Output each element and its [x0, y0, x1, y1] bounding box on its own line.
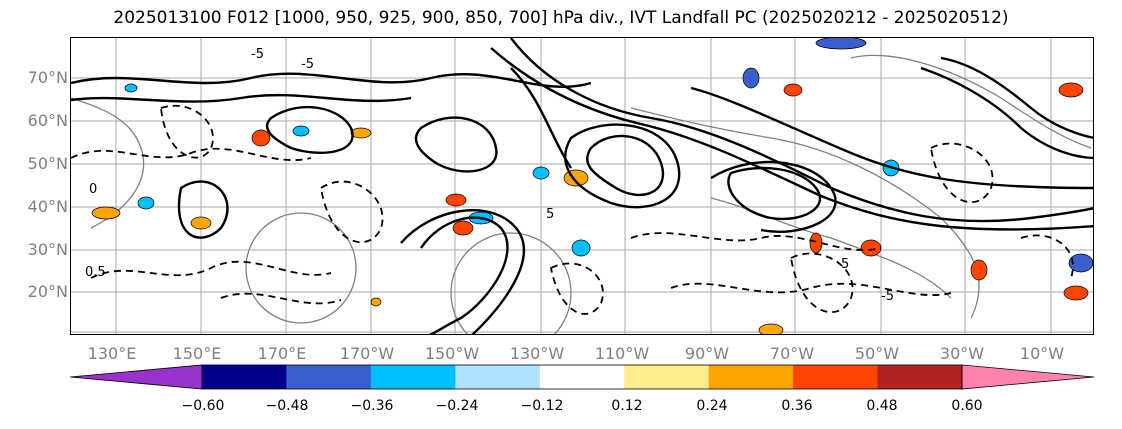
- lon-label: 30°W: [939, 344, 985, 363]
- lon-label: 150°E: [172, 344, 222, 363]
- colorbar-segment: [370, 365, 456, 389]
- lat-label-70n: 70°N: [27, 68, 68, 87]
- colorbar-tick-label: −0.12: [520, 398, 564, 414]
- lon-label: 90°W: [684, 344, 730, 363]
- colorbar-segment: [455, 365, 541, 389]
- contour-label: -5: [251, 47, 264, 62]
- contour-label: 0: [89, 182, 97, 197]
- colorbar-segment: [793, 365, 879, 389]
- colorbar-tick-label: 0.48: [866, 398, 898, 414]
- lon-label: 130°E: [87, 344, 137, 363]
- lon-label: 170°W: [339, 344, 395, 363]
- colorbar-segment: [877, 365, 963, 389]
- lon-label: 50°W: [854, 344, 900, 363]
- contour-labels: -5 0 5 -5 0.5 -5 5: [85, 47, 894, 304]
- colorbar-tick-label: −0.36: [350, 398, 394, 414]
- divergence-contours-dashed: [71, 105, 1074, 315]
- colorbar-segment: [539, 365, 625, 389]
- colorbar-tick-label: 0.12: [611, 398, 643, 414]
- map-canvas: -5 0 5 -5 0.5 -5 5: [71, 38, 1093, 334]
- colorbar-tick-label: 0.60: [951, 398, 983, 414]
- colorbar-outline: [201, 364, 963, 390]
- lat-label-20n: 20°N: [27, 282, 68, 301]
- colorbar-tick-label: −0.48: [265, 398, 309, 414]
- lon-label: 110°W: [594, 344, 650, 363]
- divergence-contours-solid: [71, 38, 1093, 334]
- lat-label-40n: 40°N: [27, 197, 68, 216]
- colorbar-tick-label: −0.60: [181, 398, 225, 414]
- lon-label: 170°E: [257, 344, 307, 363]
- colorbar-segment: [286, 365, 372, 389]
- graticule: [71, 38, 1093, 334]
- colorbar-segment: [202, 365, 287, 389]
- lon-label: 10°W: [1019, 344, 1065, 363]
- map-title: 2025013100 F012 [1000, 950, 925, 900, 85…: [113, 8, 1009, 28]
- divergence-shading: [91, 38, 1093, 334]
- lon-label: 130°W: [509, 344, 565, 363]
- contour-label: 5: [546, 207, 554, 222]
- lat-label-50n: 50°N: [27, 154, 68, 173]
- contour-label: -5: [301, 57, 314, 72]
- colorbar-tick-label: −0.24: [435, 398, 479, 414]
- colorbar-tick-label: 0.24: [696, 398, 728, 414]
- colorbar-tick-label: 0.36: [781, 398, 813, 414]
- contour-label: -5: [881, 289, 894, 304]
- contour-label: 5: [841, 257, 849, 272]
- lat-label-30n: 30°N: [27, 240, 68, 259]
- contour-label: 0.5: [85, 265, 106, 280]
- colorbar: [70, 364, 1094, 390]
- lat-label-60n: 60°N: [27, 111, 68, 130]
- colorbar-extend-low: [70, 364, 203, 390]
- colorbar-segment: [624, 365, 710, 389]
- colorbar-segment: [708, 365, 794, 389]
- map-panel: -5 0 5 -5 0.5 -5 5: [70, 37, 1094, 335]
- colorbar-extend-high: [961, 364, 1094, 390]
- lon-label: 150°W: [424, 344, 480, 363]
- lon-label: 70°W: [769, 344, 815, 363]
